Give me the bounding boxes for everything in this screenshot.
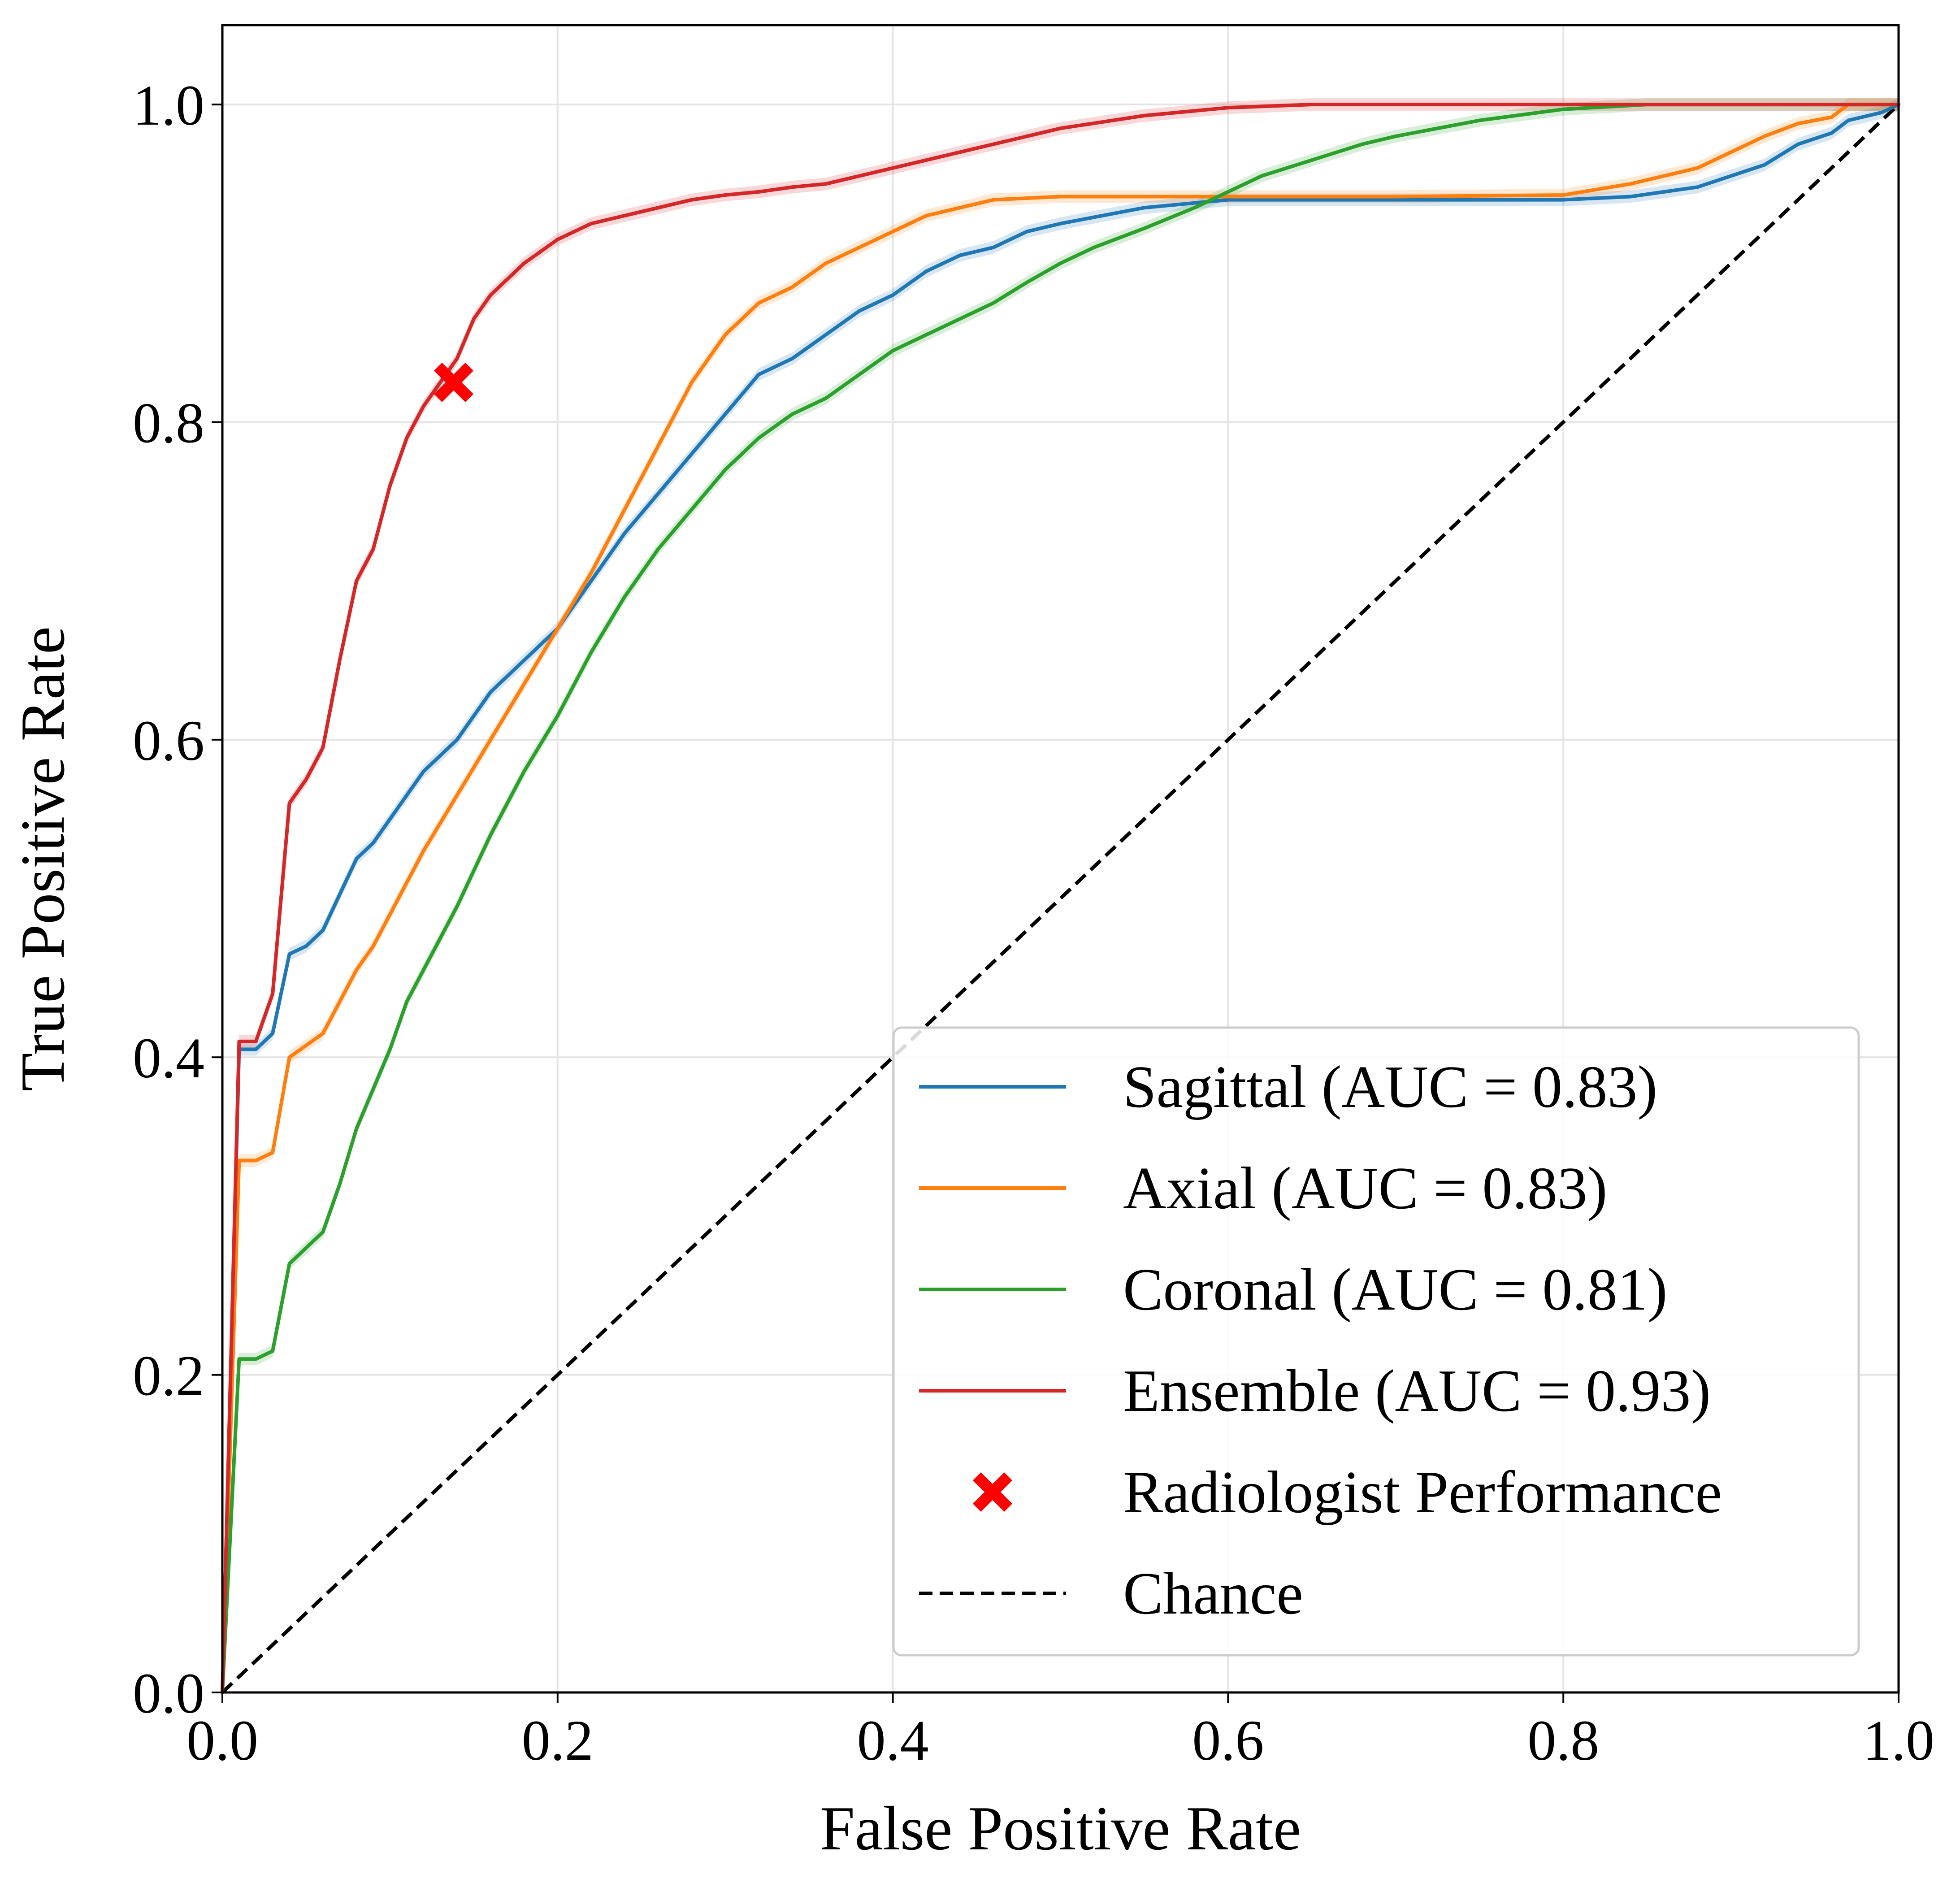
legend-label-coronal: Coronal (AUC = 0.81) bbox=[1123, 1256, 1667, 1323]
tick-labels: 0.0 0.2 0.4 0.6 0.8 1.0 0.0 0.2 0.4 0.6 0.8 1.0 bbox=[133, 74, 1934, 1772]
y-tick-label: 1.0 bbox=[133, 74, 204, 137]
legend-label-axial: Axial (AUC = 0.83) bbox=[1123, 1155, 1607, 1221]
curve-ensemble bbox=[221, 103, 1900, 1694]
chance-line bbox=[221, 103, 1900, 1694]
legend-label-sagittal: Sagittal (AUC = 0.83) bbox=[1123, 1054, 1657, 1120]
y-tick-label: 0.0 bbox=[133, 1662, 204, 1725]
y-tick-label: 0.2 bbox=[133, 1344, 204, 1408]
grid bbox=[221, 25, 1899, 1693]
curve-coronal bbox=[221, 103, 1900, 1694]
x-tick-label: 0.0 bbox=[186, 1709, 258, 1772]
y-tick-label: 0.4 bbox=[133, 1026, 204, 1090]
legend-label-chance: Chance bbox=[1123, 1560, 1303, 1627]
legend-label-radiologist: Radiologist Performance bbox=[1123, 1459, 1722, 1525]
x-axis-label: False Positive Rate bbox=[820, 1794, 1301, 1863]
curve-axial bbox=[221, 103, 1900, 1694]
x-tick-label: 1.0 bbox=[1863, 1709, 1934, 1772]
legend-label-ensemble: Ensemble (AUC = 0.93) bbox=[1123, 1358, 1711, 1424]
plot-frame bbox=[221, 24, 1900, 1694]
axis-ticks bbox=[212, 104, 1899, 1703]
legend: Sagittal (AUC = 0.83) Axial (AUC = 0.83) C… bbox=[892, 1026, 1860, 1657]
x-tick-label: 0.8 bbox=[1527, 1709, 1599, 1772]
roc-curves bbox=[221, 103, 1900, 1694]
markers bbox=[434, 362, 473, 402]
x-tick-label: 0.6 bbox=[1192, 1709, 1264, 1772]
curve-sagittal bbox=[221, 103, 1900, 1694]
y-axis-label: True Positive Rate bbox=[8, 626, 78, 1091]
x-tick-label: 0.4 bbox=[857, 1709, 929, 1772]
y-tick-label: 0.6 bbox=[133, 709, 204, 772]
legend-handle-radiologist bbox=[973, 1472, 1012, 1512]
x-tick-label: 0.2 bbox=[522, 1709, 594, 1772]
legend-box bbox=[892, 1026, 1860, 1657]
y-tick-label: 0.8 bbox=[133, 391, 204, 455]
chance-line-group bbox=[221, 103, 1900, 1694]
radiologist-marker bbox=[434, 362, 473, 402]
